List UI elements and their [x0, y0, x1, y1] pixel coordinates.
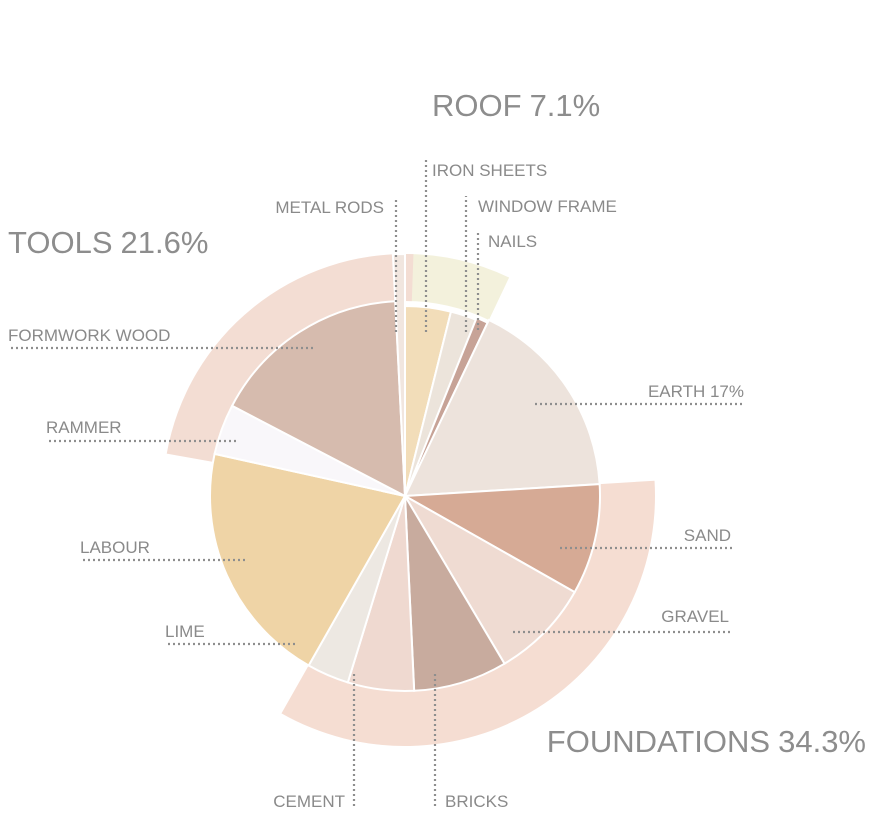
slice-label: IRON SHEETS: [432, 161, 547, 180]
slice-label: NAILS: [488, 232, 537, 251]
pie-slice: [404, 495, 506, 692]
group-band-foundations: [281, 480, 655, 746]
slice-label: METAL RODS: [275, 198, 384, 217]
group-label-tools: TOOLS 21.6%: [8, 225, 208, 260]
slice-label: SAND: [684, 526, 731, 545]
pie-slice: [401, 483, 602, 594]
group-label-foundations: FOUNDATIONS 34.3%: [547, 724, 866, 759]
pie-slice: [391, 252, 406, 497]
group-band-roof: [405, 253, 510, 320]
slice-label: WINDOW FRAME: [478, 197, 617, 216]
group-label-roof: ROOF 7.1%: [432, 88, 600, 123]
slice-label: RAMMER: [46, 418, 122, 437]
slice-label: LIME: [165, 622, 205, 641]
slice-label: GRAVEL: [661, 607, 729, 626]
pie-slice: [230, 300, 407, 498]
slice-label: LABOUR: [80, 538, 150, 557]
slice-label: EARTH 17%: [648, 382, 744, 401]
slice-label: BRICKS: [445, 792, 508, 811]
slice-label: CEMENT: [273, 792, 345, 811]
group-band-tools: [166, 254, 414, 462]
pie-slice: [209, 452, 407, 667]
slice-label: FORMWORK WOOD: [8, 326, 170, 345]
pie-slice: [403, 318, 601, 498]
